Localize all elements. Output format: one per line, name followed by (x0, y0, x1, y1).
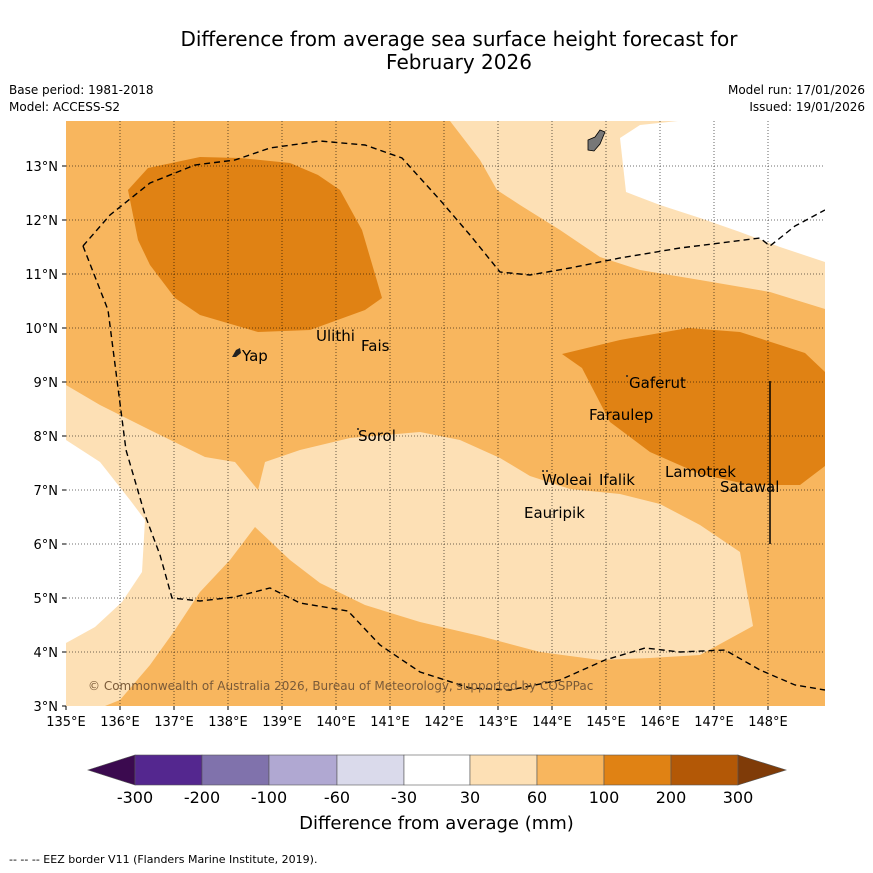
label-fais: Fais (361, 337, 390, 355)
colorbar-segment (403, 754, 471, 786)
colorbar-segment (336, 754, 405, 786)
label-lamotrek: Lamotrek (665, 463, 736, 481)
yap-island (232, 348, 241, 357)
anomaly-neutral-northeast (620, 121, 825, 262)
label-gaferut: Gaferut (629, 374, 686, 392)
eez-footnote: -- -- -- EEZ border V11 (Flanders Marine… (9, 853, 318, 866)
lon-label: 139°E (262, 715, 302, 730)
lat-label: 4°N (34, 646, 59, 661)
colorbar-segment (603, 754, 672, 786)
colorbar-ticks: -300 -200 -100 -60 -30 30 60 100 200 300 (117, 788, 753, 807)
lon-label: 145°E (586, 715, 626, 730)
label-satawal: Satawal (720, 478, 779, 496)
lat-label: 3°N (34, 700, 59, 715)
title-line-1: Difference from average sea surface heig… (180, 27, 738, 51)
lon-label: 135°E (46, 715, 86, 730)
lon-label: 136°E (100, 715, 140, 730)
colorbar-extend-max (737, 754, 788, 786)
lon-label: 141°E (370, 715, 410, 730)
lon-label: 144°E (532, 715, 572, 730)
lon-label: 142°E (424, 715, 464, 730)
label-sorol: Sorol (358, 427, 396, 445)
colorbar-segment (268, 754, 338, 786)
colorbar-extend-min (87, 754, 136, 786)
colorbar-tick: 100 (589, 788, 620, 807)
colorbar-tick: -200 (184, 788, 220, 807)
colorbar-segment (134, 754, 203, 786)
issued-date: Issued: 19/01/2026 (749, 100, 865, 114)
label-woleai: Woleai (542, 471, 592, 489)
title-line-2: February 2026 (386, 50, 532, 74)
eez-border (82, 140, 825, 691)
colorbar-segment (469, 754, 538, 786)
colorbar-segment (670, 754, 739, 786)
lat-label: 6°N (34, 538, 59, 553)
colorbar-tick: -60 (324, 788, 350, 807)
label-eauripik: Eauripik (524, 504, 585, 522)
colorbar-tick: 60 (527, 788, 547, 807)
model-run: Model run: 17/01/2026 (727, 83, 865, 97)
label-ulithi: Ulithi (316, 327, 355, 345)
lon-label: 147°E (694, 715, 734, 730)
latitude-labels: 3°N 4°N 5°N 6°N 7°N 8°N 9°N 10°N 11°N 12… (25, 160, 58, 715)
label-faraulep: Faraulep (589, 406, 653, 424)
lat-label: 8°N (34, 430, 59, 445)
lon-label: 143°E (478, 715, 518, 730)
graticule (66, 121, 825, 706)
colorbar-segment (536, 754, 605, 786)
anomaly-100-200-northwest (128, 157, 382, 332)
base-period: Base period: 1981-2018 (9, 83, 154, 97)
guam-island (587, 129, 606, 152)
colorbar-tick: 300 (723, 788, 754, 807)
anomaly-30-60-central-band (66, 385, 753, 706)
lon-label: 137°E (154, 715, 194, 730)
colorbar-tick: -30 (391, 788, 417, 807)
colorbar (87, 754, 788, 786)
lon-label: 148°E (748, 715, 788, 730)
copyright-text: © Commonwealth of Australia 2026, Bureau… (88, 679, 593, 693)
map-plot-area: © Commonwealth of Australia 2026, Bureau… (66, 121, 825, 706)
colorbar-segment (201, 754, 270, 786)
label-ifalik: Ifalik (599, 471, 635, 489)
anomaly-100-200-east (562, 328, 825, 485)
lat-label: 13°N (25, 160, 58, 175)
longitude-labels: 135°E 136°E 137°E 138°E 139°E 140°E 141°… (46, 715, 788, 730)
lat-label: 12°N (25, 214, 58, 229)
lat-label: 7°N (34, 484, 59, 499)
lon-label: 140°E (316, 715, 356, 730)
map-title: Difference from average sea surface heig… (0, 28, 873, 74)
anomaly-neutral-west (66, 440, 145, 643)
colorbar-tick: -300 (117, 788, 153, 807)
lat-label: 5°N (34, 592, 59, 607)
lat-label: 9°N (34, 376, 59, 391)
meta-left: Base period: 1981-2018 Model: ACCESS-S2 (9, 82, 154, 116)
label-yap: Yap (241, 347, 268, 365)
model-name: Model: ACCESS-S2 (9, 100, 121, 114)
colorbar-title: Difference from average (mm) (299, 813, 574, 834)
axis-ticks (62, 165, 769, 710)
meta-right: Model run: 17/01/2026 Issued: 19/01/2026 (728, 82, 865, 116)
lat-label: 11°N (25, 268, 58, 283)
colorbar-tick: 200 (656, 788, 687, 807)
lon-label: 138°E (208, 715, 248, 730)
atoll-markers (357, 375, 628, 472)
colorbar-tick: -100 (251, 788, 287, 807)
lat-label: 10°N (25, 322, 58, 337)
colorbar-tick: 30 (460, 788, 480, 807)
lon-label: 146°E (640, 715, 680, 730)
